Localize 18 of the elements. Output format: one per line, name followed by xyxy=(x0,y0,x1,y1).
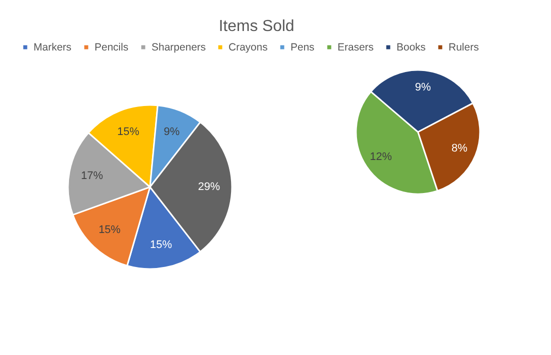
legend-label: Markers xyxy=(34,41,72,54)
legend-label: Pencils xyxy=(94,41,128,54)
data-label: 9% xyxy=(415,82,432,94)
data-label: 17% xyxy=(80,170,104,182)
data-label: 15% xyxy=(98,224,121,236)
legend-label: Rulers xyxy=(448,41,479,54)
legend-label: Erasers xyxy=(338,41,374,54)
chart-title: Items Sold xyxy=(218,18,294,35)
data-label: 8% xyxy=(451,142,468,155)
data-label: 29% xyxy=(198,181,220,193)
legend-label: Sharpeners xyxy=(152,41,206,54)
legend-label: Crayons xyxy=(228,41,268,54)
data-label: 9% xyxy=(164,126,180,138)
legend-label: Books xyxy=(396,41,426,54)
data-label: 15% xyxy=(117,126,140,138)
data-label: 12% xyxy=(370,150,392,163)
data-label: 15% xyxy=(150,238,172,251)
legend-label: Pens xyxy=(290,41,314,54)
